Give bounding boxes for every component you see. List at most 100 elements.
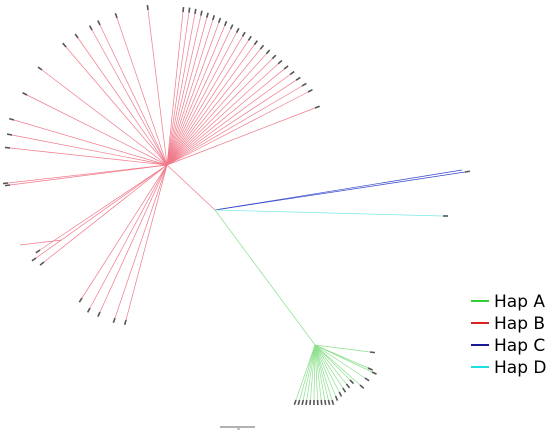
branch <box>314 344 329 401</box>
branch <box>166 32 237 166</box>
branch <box>314 344 366 379</box>
leaf-label <box>369 351 376 354</box>
leaf-label <box>182 6 185 13</box>
leaf-label <box>342 387 347 393</box>
branch <box>77 37 168 166</box>
branch <box>19 239 63 246</box>
leaf-label <box>8 117 15 121</box>
leaf-label <box>359 384 365 389</box>
branch <box>13 119 168 166</box>
branch <box>89 164 168 309</box>
branch <box>26 94 168 166</box>
leaf-label <box>229 24 234 30</box>
branch <box>314 344 340 393</box>
leaf-label <box>114 13 118 19</box>
branch <box>166 12 190 166</box>
leaf-label <box>349 379 355 385</box>
legend-label: Hap C <box>494 336 545 356</box>
branch <box>310 344 316 401</box>
leaf-label <box>331 399 335 406</box>
leaf-label <box>206 12 209 18</box>
leaf-label <box>6 133 13 136</box>
branch <box>314 344 373 373</box>
leaf-label <box>334 395 339 401</box>
branch <box>9 147 168 166</box>
branch <box>166 19 214 166</box>
branches <box>7 9 466 401</box>
branch <box>314 344 322 401</box>
branch <box>314 344 351 381</box>
leaf-label <box>338 391 343 397</box>
legend-label: Hap A <box>494 292 545 312</box>
leaf-label <box>211 15 216 21</box>
leaf-label <box>307 88 313 93</box>
leaf-label <box>123 319 127 326</box>
leaf-label <box>345 383 351 389</box>
leaf-label <box>324 399 327 406</box>
leaf-label <box>241 31 246 37</box>
leaf-label <box>295 76 301 81</box>
branch <box>166 48 261 166</box>
leaf-label <box>327 399 331 406</box>
leaf-label <box>301 82 307 87</box>
leaf-label <box>253 40 259 46</box>
branch <box>314 344 361 386</box>
leaf-label <box>235 27 240 33</box>
leaf-label <box>31 257 37 262</box>
leaf-label <box>217 17 222 24</box>
leaf-label <box>35 249 41 254</box>
branch <box>166 164 216 211</box>
branch <box>299 344 316 401</box>
branch <box>166 28 231 166</box>
branch <box>9 164 168 186</box>
branch <box>99 24 168 166</box>
branch <box>147 9 168 166</box>
leaf-label <box>39 261 45 266</box>
leaf-label <box>247 35 252 41</box>
branch <box>313 344 316 401</box>
leaf-label <box>146 4 149 11</box>
legend-label: Hap B <box>494 314 545 334</box>
leaf-label <box>200 10 203 16</box>
leaf-label <box>112 317 116 323</box>
branch <box>114 164 168 319</box>
leaf-label <box>367 367 373 371</box>
branch <box>166 85 303 166</box>
leaf-label <box>4 146 11 149</box>
leaf-label <box>86 307 91 313</box>
leaf-label <box>293 399 297 405</box>
branch <box>214 209 444 217</box>
branch <box>166 63 279 166</box>
leaf-label <box>97 311 101 317</box>
branch <box>166 58 273 166</box>
leaf-label <box>371 371 377 375</box>
branch <box>166 13 196 166</box>
branch <box>295 344 316 401</box>
leaf-label <box>297 399 301 406</box>
branch <box>41 69 168 166</box>
branch <box>166 22 220 166</box>
branch <box>166 44 255 166</box>
branch <box>39 164 168 251</box>
leaf-labels <box>2 4 471 406</box>
branch <box>116 17 168 166</box>
leaf-label <box>314 105 320 109</box>
leaf-label <box>78 297 83 303</box>
branch <box>166 11 184 166</box>
branch <box>166 107 316 166</box>
leaf-label <box>289 70 295 76</box>
branch <box>7 164 168 184</box>
branch <box>214 209 316 346</box>
leaf-label <box>194 8 197 15</box>
leaf-label <box>301 399 304 406</box>
leaf-label <box>74 33 79 39</box>
branch <box>99 164 168 313</box>
branch <box>306 344 316 401</box>
branch <box>65 46 168 166</box>
branch <box>166 79 297 166</box>
leaf-label <box>464 170 471 173</box>
branch <box>314 344 318 401</box>
leaf-label <box>88 25 93 31</box>
